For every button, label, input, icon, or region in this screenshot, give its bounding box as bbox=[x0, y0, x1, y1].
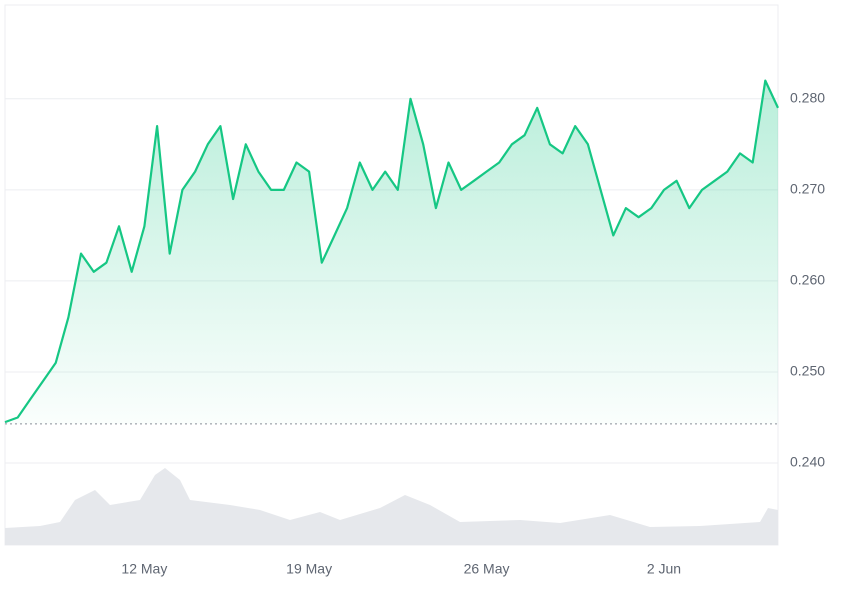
x-tick-label: 26 May bbox=[464, 561, 510, 577]
y-tick-label: 0.260 bbox=[790, 272, 825, 288]
y-tick-label: 0.240 bbox=[790, 454, 825, 470]
y-tick-label: 0.270 bbox=[790, 181, 825, 197]
y-tick-label: 0.250 bbox=[790, 363, 825, 379]
x-tick-label: 2 Jun bbox=[647, 561, 681, 577]
x-tick-label: 19 May bbox=[286, 561, 332, 577]
volume-area bbox=[5, 468, 778, 545]
price-line bbox=[4, 79, 779, 424]
price-area bbox=[5, 80, 778, 424]
y-tick-label: 0.280 bbox=[790, 89, 825, 105]
x-tick-label: 12 May bbox=[121, 561, 167, 577]
